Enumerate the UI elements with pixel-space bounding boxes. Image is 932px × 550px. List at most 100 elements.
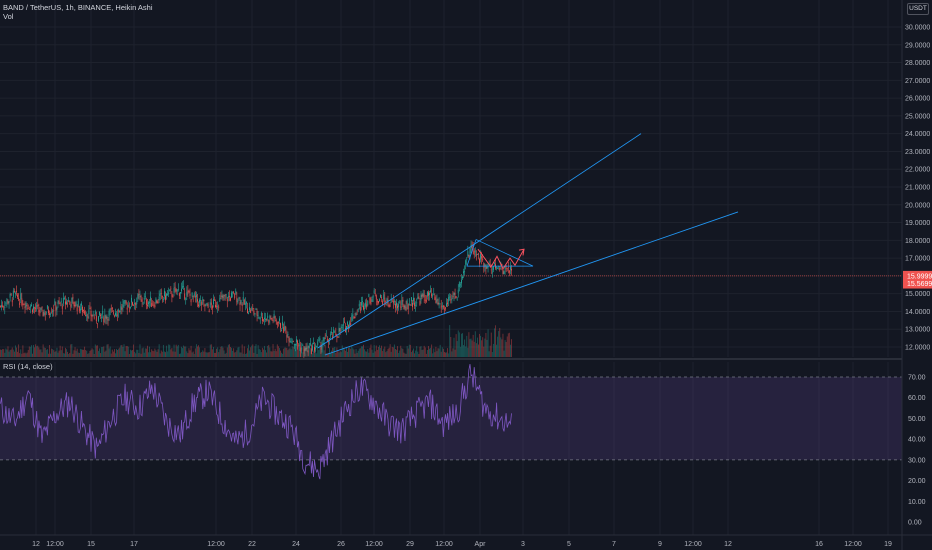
candle-body bbox=[75, 302, 77, 306]
volume-bar bbox=[111, 349, 113, 357]
volume-bar bbox=[234, 352, 236, 357]
currency-unit-button[interactable]: USDT bbox=[907, 3, 929, 15]
candle-body bbox=[481, 256, 483, 259]
candle-body bbox=[499, 267, 501, 270]
candle-body bbox=[458, 282, 460, 287]
volume-bar bbox=[466, 335, 468, 357]
candle-body bbox=[380, 295, 381, 298]
candle-body bbox=[451, 297, 453, 300]
volume-bar bbox=[224, 353, 226, 357]
candle-body bbox=[355, 312, 357, 316]
candle-body bbox=[12, 290, 14, 297]
candle-body bbox=[278, 318, 280, 321]
volume-bar bbox=[217, 347, 219, 357]
volume-bar bbox=[164, 351, 165, 357]
volume-bar bbox=[252, 344, 254, 357]
volume-bar bbox=[49, 344, 50, 357]
price-tick-label: 17.0000 bbox=[905, 256, 930, 263]
volume-bar bbox=[34, 347, 36, 357]
candle-body bbox=[147, 304, 148, 307]
candle-body bbox=[200, 300, 202, 302]
volume-bar bbox=[90, 349, 92, 357]
volume-bar bbox=[7, 346, 9, 357]
volume-bar bbox=[139, 344, 141, 357]
volume-bar bbox=[494, 328, 495, 357]
volume-bar bbox=[236, 350, 238, 357]
candle-body bbox=[304, 347, 306, 352]
rsi-legend[interactable]: RSI (14, close) bbox=[3, 362, 53, 371]
volume-bar bbox=[71, 344, 73, 357]
candle-body bbox=[446, 303, 447, 307]
volume-bar bbox=[133, 344, 135, 357]
volume-bar bbox=[241, 344, 243, 357]
candle-body bbox=[485, 265, 487, 270]
candle-body bbox=[7, 301, 9, 304]
symbol-legend[interactable]: BAND / TetherUS, 1h, BINANCE, Heikin Ash… bbox=[3, 3, 153, 12]
volume-bar bbox=[410, 352, 412, 357]
candle-body bbox=[49, 313, 50, 315]
candle-body bbox=[252, 308, 254, 310]
volume-bar bbox=[220, 346, 222, 357]
volume-bar bbox=[429, 348, 430, 357]
volume-bar bbox=[386, 350, 388, 357]
candle-body bbox=[20, 293, 22, 300]
candle-body bbox=[218, 306, 220, 308]
volume-bar bbox=[479, 333, 480, 357]
symbol-title[interactable]: BAND / TetherUS, 1h, BINANCE, Heikin Ash… bbox=[3, 3, 153, 12]
candle-body bbox=[370, 302, 372, 304]
volume-bar bbox=[240, 352, 242, 357]
time-tick-label: 12:00 bbox=[684, 541, 702, 548]
volume-bar bbox=[447, 348, 449, 357]
volume-bar bbox=[266, 352, 268, 357]
volume-bar bbox=[283, 348, 285, 357]
candle-body bbox=[305, 348, 307, 351]
volume-bar bbox=[273, 350, 275, 357]
time-tick-label: 12:00 bbox=[844, 541, 862, 548]
volume-bar bbox=[63, 353, 65, 357]
candle-body bbox=[19, 302, 21, 305]
rsi-title[interactable]: RSI (14, close) bbox=[3, 362, 53, 371]
volume-bar bbox=[400, 345, 402, 357]
trend-drawings[interactable] bbox=[317, 133, 739, 356]
volume-bar bbox=[13, 351, 15, 357]
time-tick-label: 12:00 bbox=[207, 541, 225, 548]
volume-title[interactable]: Vol bbox=[3, 12, 14, 21]
volume-bar bbox=[405, 353, 407, 357]
candle-body bbox=[354, 317, 356, 318]
volume-bar bbox=[476, 337, 478, 357]
volume-legend[interactable]: Vol bbox=[3, 12, 13, 21]
candle-body bbox=[199, 299, 201, 303]
volume-bar bbox=[189, 350, 191, 357]
candle-body bbox=[16, 290, 17, 292]
price-tick-label: 25.0000 bbox=[905, 113, 930, 120]
candle-body bbox=[420, 294, 422, 301]
candle-body bbox=[441, 306, 443, 307]
volume-bar bbox=[341, 345, 343, 357]
candle-body bbox=[300, 347, 302, 352]
candle-body bbox=[23, 304, 25, 306]
volume-bar bbox=[138, 353, 140, 357]
rsi-pane[interactable] bbox=[0, 364, 902, 480]
volume-bar bbox=[409, 344, 411, 357]
volume-bar bbox=[305, 350, 307, 357]
volume-bar bbox=[155, 350, 157, 357]
volume-bar bbox=[85, 350, 87, 357]
volume-bar bbox=[238, 346, 240, 357]
candle-body bbox=[376, 301, 378, 303]
volume-bar bbox=[131, 350, 132, 357]
volume-bar bbox=[98, 351, 99, 357]
candle-body bbox=[399, 302, 401, 304]
volume-bar bbox=[287, 350, 289, 357]
volume-bar bbox=[77, 352, 79, 357]
candle-body bbox=[270, 317, 272, 320]
candlesticks[interactable] bbox=[0, 240, 512, 358]
volume-bar bbox=[148, 352, 149, 357]
volume-bar bbox=[104, 351, 106, 357]
candle-body bbox=[454, 293, 456, 295]
time-tick-label: 12:00 bbox=[435, 541, 453, 548]
volume-bar bbox=[35, 344, 37, 357]
volume-bar bbox=[387, 348, 389, 357]
candle-body bbox=[241, 303, 243, 307]
